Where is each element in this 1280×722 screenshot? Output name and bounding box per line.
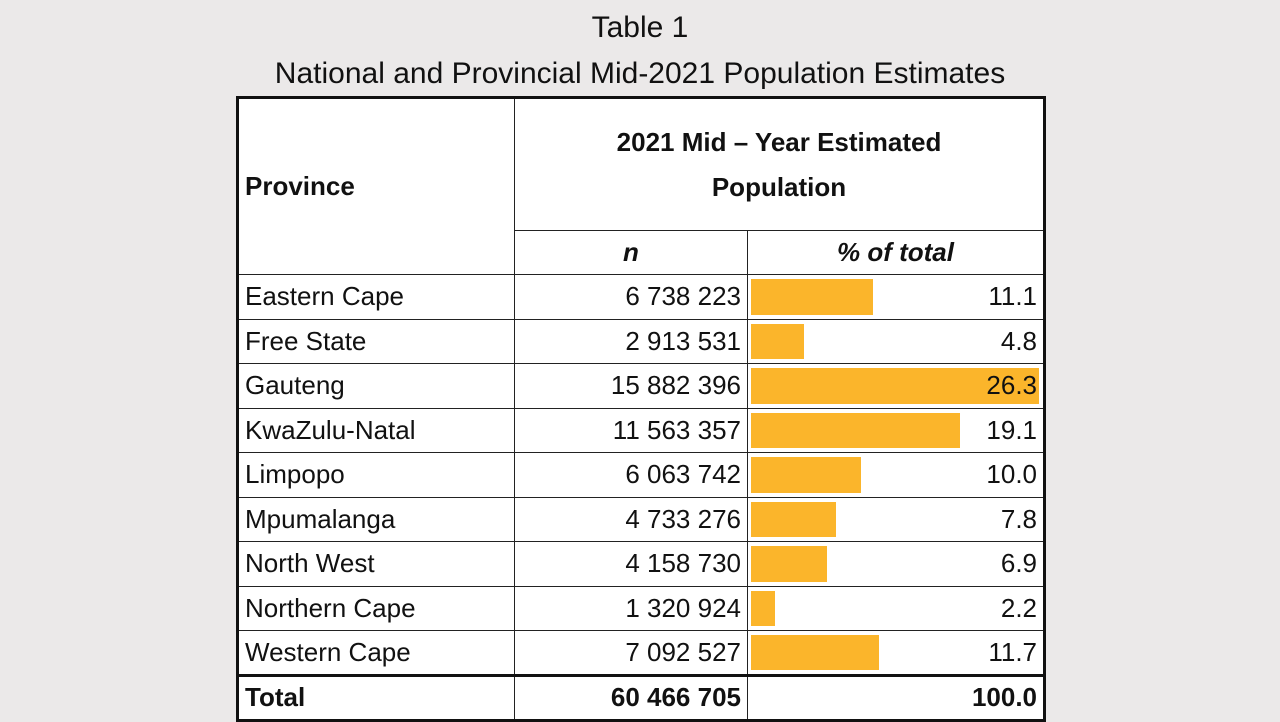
percent-bar — [751, 279, 873, 315]
percent-column-header: % of total — [746, 230, 1046, 275]
percent-value: 4.8 — [1000, 325, 1038, 356]
percent-value: 2.2 — [1000, 592, 1038, 623]
n-column-header: n — [514, 230, 748, 275]
estimate-header-line1: 2021 Mid – Year Estimated — [616, 126, 942, 157]
total-n: 60 466 705 — [514, 673, 748, 721]
percent-value: 10.0 — [986, 459, 1038, 490]
province-name: Eastern Cape — [237, 274, 515, 320]
percent-value: 6.9 — [1000, 548, 1038, 579]
population-n: 4 733 276 — [514, 496, 748, 542]
population-n: 11 563 357 — [514, 407, 748, 453]
percent-bar — [751, 546, 827, 582]
percent-cell: 6.9 — [746, 541, 1046, 587]
population-n: 4 158 730 — [514, 541, 748, 587]
estimate-header-line2: Population — [711, 171, 847, 202]
province-name: Limpopo — [237, 452, 515, 498]
percent-value: 11.1 — [988, 281, 1038, 312]
table-number: Table 1 — [591, 11, 689, 44]
table-row: North West 4 158 730 6.9 — [237, 541, 1046, 587]
province-name: Free State — [237, 318, 515, 364]
percent-bar — [751, 457, 861, 493]
table-row: Limpopo 6 063 742 10.0 — [237, 452, 1046, 498]
percent-bar — [751, 323, 804, 359]
province-name: Mpumalanga — [237, 496, 515, 542]
province-name: Western Cape — [237, 630, 515, 676]
population-n: 6 738 223 — [514, 274, 748, 320]
table-row: Eastern Cape 6 738 223 11.1 — [237, 274, 1046, 320]
percent-value: 19.1 — [986, 414, 1038, 445]
province-name: Gauteng — [237, 363, 515, 409]
total-row: Total 60 466 705 100.0 — [237, 673, 1046, 721]
population-n: 7 092 527 — [514, 630, 748, 676]
percent-bar — [751, 368, 1039, 404]
population-n: 15 882 396 — [514, 363, 748, 409]
table-row: Northern Cape 1 320 924 2.2 — [237, 585, 1046, 631]
percent-cell: 2.2 — [746, 585, 1046, 631]
table-row: Free State 2 913 531 4.8 — [237, 318, 1046, 364]
estimate-header: 2021 Mid – Year Estimated Population — [513, 97, 1046, 231]
population-n: 2 913 531 — [514, 318, 748, 364]
table-row: KwaZulu-Natal 11 563 357 19.1 — [237, 407, 1046, 453]
province-header: Province — [237, 97, 515, 275]
percent-value: 7.8 — [1000, 503, 1038, 534]
province-name: North West — [237, 541, 515, 587]
population-table: Province 2021 Mid – Year Estimated Popula… — [236, 96, 1047, 722]
percent-bar — [751, 590, 776, 626]
percent-bar — [751, 635, 880, 670]
percent-cell: 10.0 — [746, 452, 1046, 498]
percent-cell: 19.1 — [746, 407, 1046, 453]
percent-value: 26.3 — [986, 370, 1038, 401]
percent-cell: 26.3 — [746, 363, 1046, 409]
percent-cell: 11.7 — [746, 630, 1046, 676]
table-row: Gauteng 15 882 396 26.3 — [237, 363, 1046, 409]
table-row: Western Cape 7 092 527 11.7 — [237, 630, 1046, 676]
percent-bar — [751, 501, 837, 537]
percent-cell: 7.8 — [746, 496, 1046, 542]
percent-value: 11.7 — [988, 636, 1038, 667]
province-name: Northern Cape — [237, 585, 515, 631]
province-name: KwaZulu-Natal — [237, 407, 515, 453]
percent-cell: 11.1 — [746, 274, 1046, 320]
total-label: Total — [237, 673, 515, 721]
percent-cell: 4.8 — [746, 318, 1046, 364]
table-body: Eastern Cape 6 738 223 11.1 Free State 2 913… — [237, 274, 1046, 676]
population-n: 6 063 742 — [514, 452, 748, 498]
table-row: Mpumalanga 4 733 276 7.8 — [237, 496, 1046, 542]
total-pct: 100.0 — [746, 673, 1046, 721]
population-n: 1 320 924 — [514, 585, 748, 631]
table-title: National and Provincial Mid-2021 Populat… — [274, 57, 1006, 90]
percent-bar — [751, 412, 961, 448]
